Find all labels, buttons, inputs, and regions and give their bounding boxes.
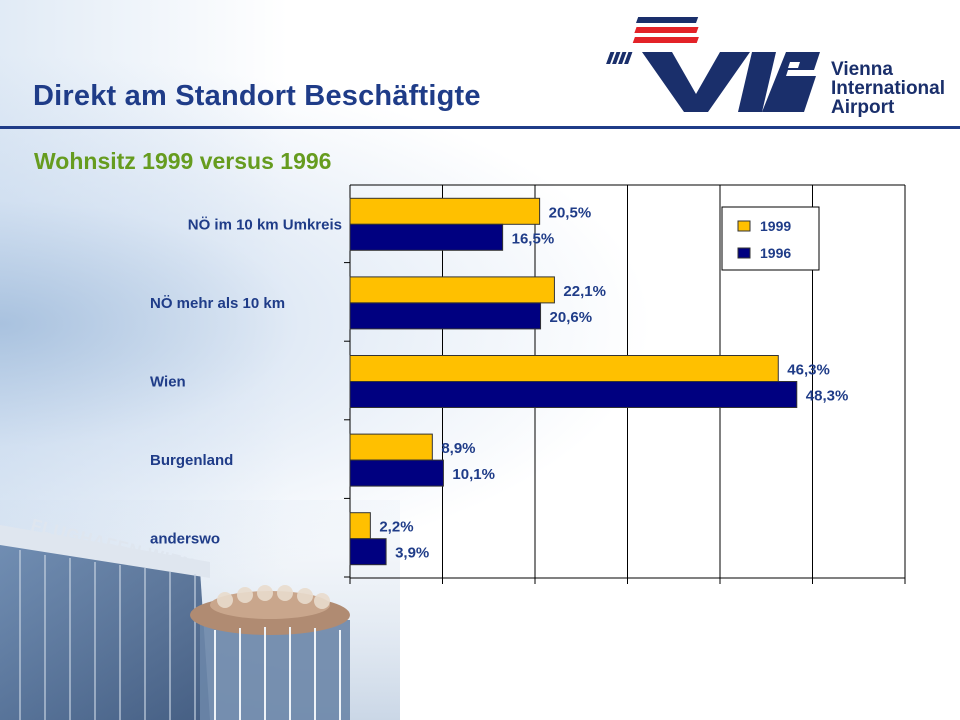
logo-line-airport: Airport <box>831 97 895 118</box>
value-label-1996: 20,6% <box>550 309 593 326</box>
category-label: NÖ im 10 km Umkreis <box>188 216 342 233</box>
terminal-building-image: FLUGHAFEN WIEN <box>0 500 400 720</box>
bar-1999 <box>349 276 555 304</box>
logo-line-vienna: Vienna <box>831 59 893 80</box>
legend-label-1999: 1999 <box>760 218 791 234</box>
bar-1999 <box>349 512 371 540</box>
category-label: Wien <box>150 374 186 391</box>
value-label-1999: 46,3% <box>787 362 830 379</box>
value-label-1999: 8,9% <box>441 440 475 457</box>
value-label-1996: 10,1% <box>452 466 495 483</box>
chart-labels: NÖ im 10 km Umkreis 20,5% 16,5% NÖ mehr als… <box>150 204 848 561</box>
chart-subtitle: Wohnsitz 1999 versus 1996 <box>34 148 332 174</box>
chart-bars <box>349 197 798 566</box>
vie-logo: Vienna International Airport <box>600 12 960 122</box>
bar-1996 <box>349 538 387 566</box>
bar-1999 <box>349 433 433 461</box>
bar-1999 <box>349 197 541 225</box>
legend-swatch-1999 <box>737 220 751 232</box>
legend-box <box>721 206 820 271</box>
chart-legend: 1999 1996 <box>721 206 820 271</box>
bar-1996 <box>349 302 542 330</box>
logo-line-international: International <box>831 78 946 99</box>
value-label-1999: 20,5% <box>549 204 592 221</box>
title-divider <box>0 126 960 129</box>
bar-1999 <box>349 355 779 382</box>
category-label: anderswo <box>150 531 220 548</box>
vie-logo-mark <box>606 17 820 112</box>
value-label-1999: 2,2% <box>379 519 413 536</box>
value-label-1996: 16,5% <box>512 230 555 247</box>
value-label-1996: 48,3% <box>806 388 849 405</box>
legend-label-1996: 1996 <box>760 245 791 261</box>
logo-wordmark: Vienna International Airport <box>831 60 945 117</box>
category-label: NÖ mehr als 10 km <box>150 295 285 312</box>
page-title: Direkt am Standort Beschäftigte <box>33 80 481 112</box>
value-label-1999: 22,1% <box>563 283 606 300</box>
legend-swatch-1996 <box>737 247 751 259</box>
bar-1996 <box>349 223 504 251</box>
category-label: Burgenland <box>150 452 233 469</box>
bar-1996 <box>349 381 798 408</box>
value-label-1996: 3,9% <box>395 545 429 562</box>
bar-1996 <box>349 459 444 487</box>
